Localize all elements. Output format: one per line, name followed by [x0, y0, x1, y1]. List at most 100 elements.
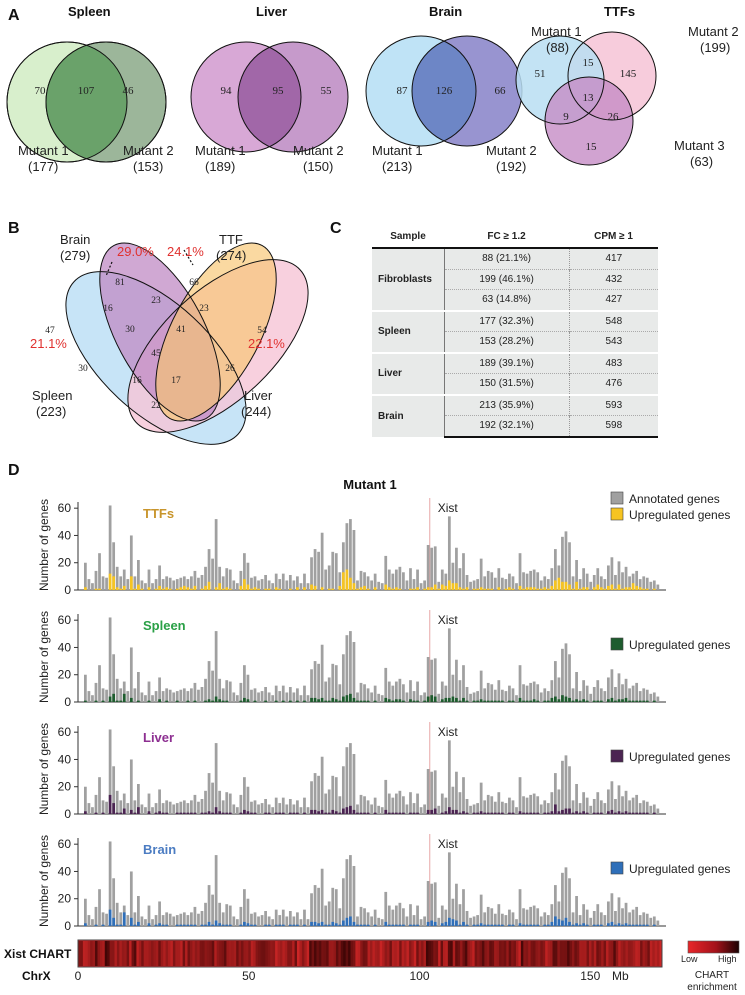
upregulated-bar: [278, 812, 282, 814]
annotated-bar: [455, 547, 458, 590]
venn4-liver-pct: 22.1%: [248, 336, 285, 351]
upregulated-bar: [147, 923, 151, 926]
upregulated-bar: [221, 700, 225, 702]
upregulated-bar: [133, 588, 137, 590]
upregulated-bar: [433, 921, 437, 926]
venn4-st: 30: [78, 364, 88, 374]
upregulated-bar: [387, 587, 391, 590]
upregulated-bar: [225, 700, 229, 702]
upregulated-bar: [394, 587, 398, 590]
venn-ttfs-c: 15: [586, 141, 598, 153]
chart-track-stripe: [153, 941, 157, 966]
annotated-bar: [296, 576, 299, 590]
upregulated-bar: [94, 700, 98, 702]
chart-track-stripe: [428, 941, 432, 966]
annotated-bar: [274, 797, 278, 814]
y-tick-label: 20: [58, 892, 72, 906]
annotated-bar: [264, 687, 267, 702]
annotated-bar: [190, 576, 193, 590]
annotated-bar: [614, 911, 617, 926]
annotated-bar: [550, 792, 554, 814]
annotated-bar: [423, 804, 426, 814]
upregulated-bar: [373, 587, 377, 590]
upregulated-bar: [564, 581, 568, 590]
upregulated-bar: [479, 923, 483, 926]
panel-label-a: A: [8, 7, 20, 24]
chart-track-stripe: [615, 941, 619, 966]
chart-track-stripe: [452, 941, 456, 966]
venn4-bt: 23: [151, 296, 161, 306]
annotated-bar: [433, 546, 437, 590]
upregulated-bar: [175, 588, 179, 590]
upregulated-bar: [182, 924, 186, 926]
upregulated-bar: [497, 924, 501, 926]
upregulated-bar: [628, 700, 631, 702]
annotated-bar: [235, 919, 239, 926]
upregulated-bar: [112, 693, 116, 702]
upregulated-bar: [483, 924, 487, 926]
y-tick-label: 0: [64, 919, 71, 933]
annotated-bar: [285, 916, 289, 926]
annotated-bar: [278, 803, 282, 814]
upregulated-bar: [546, 700, 550, 702]
chart-track-stripe: [435, 941, 439, 966]
upregulated-bar: [296, 924, 299, 926]
upregulated-bar: [465, 924, 469, 926]
annotated-bar: [331, 663, 335, 702]
chart-track-stripe: [447, 941, 451, 966]
chart-track-stripe: [469, 941, 473, 966]
annotated-bar: [158, 677, 161, 702]
y-tick-label: 40: [58, 528, 72, 542]
annotated-bar: [129, 871, 133, 926]
annotated-bar: [617, 673, 621, 702]
annotated-bar: [412, 579, 416, 590]
chart-track-stripe: [107, 941, 111, 966]
annotated-bar: [412, 803, 416, 814]
annotated-bar: [469, 805, 472, 814]
chart-track-stripes: [78, 941, 663, 966]
upregulated-bar: [338, 812, 342, 814]
chart-track-stripe: [289, 941, 293, 966]
annotated-bar: [606, 789, 610, 814]
annotated-bar: [228, 905, 232, 926]
upregulated-bar: [122, 912, 126, 926]
annotated-bar: [228, 681, 232, 702]
annotated-bar: [462, 889, 465, 926]
chart-track-stripe: [481, 941, 485, 966]
annotated-bar: [165, 912, 169, 926]
annotated-bar: [582, 568, 586, 590]
chart-track-stripe: [197, 941, 201, 966]
venn-brain: Brain 87 126 66 Mutant 1 (213) Mutant 2 …: [365, 4, 537, 174]
chart-track-stripe: [625, 941, 629, 966]
annotated-bar: [455, 771, 458, 814]
annotated-bar: [564, 755, 568, 814]
annotated-bar: [387, 905, 391, 926]
annotated-bar: [529, 906, 533, 926]
annotated-bar: [190, 800, 193, 814]
annotated-bar: [193, 570, 197, 590]
upregulated-bar: [529, 587, 533, 590]
annotated-bar: [631, 909, 635, 926]
upregulated-bar: [635, 585, 639, 590]
upregulated-bar: [345, 569, 349, 590]
annotated-bar: [119, 576, 123, 590]
annotated-bar: [115, 902, 119, 926]
y-tick-label: 40: [58, 864, 72, 878]
upregulated-bar: [84, 923, 87, 926]
upregulated-bar: [617, 923, 621, 926]
upregulated-bar: [402, 700, 405, 702]
upregulated-bar: [366, 812, 370, 814]
upregulated-bar: [356, 812, 359, 814]
annotated-bar: [465, 799, 469, 814]
annotated-bar: [465, 911, 469, 926]
annotated-bar: [246, 898, 250, 926]
upregulated-bar: [493, 700, 497, 702]
chart-track-stripe: [513, 941, 517, 966]
chart-track-stripe: [457, 941, 461, 966]
upregulated-bar: [108, 573, 112, 590]
upregulated-bar: [557, 577, 561, 590]
upregulated-bar: [327, 812, 331, 814]
legend-upregulated-label: Upregulated genes: [629, 638, 730, 652]
